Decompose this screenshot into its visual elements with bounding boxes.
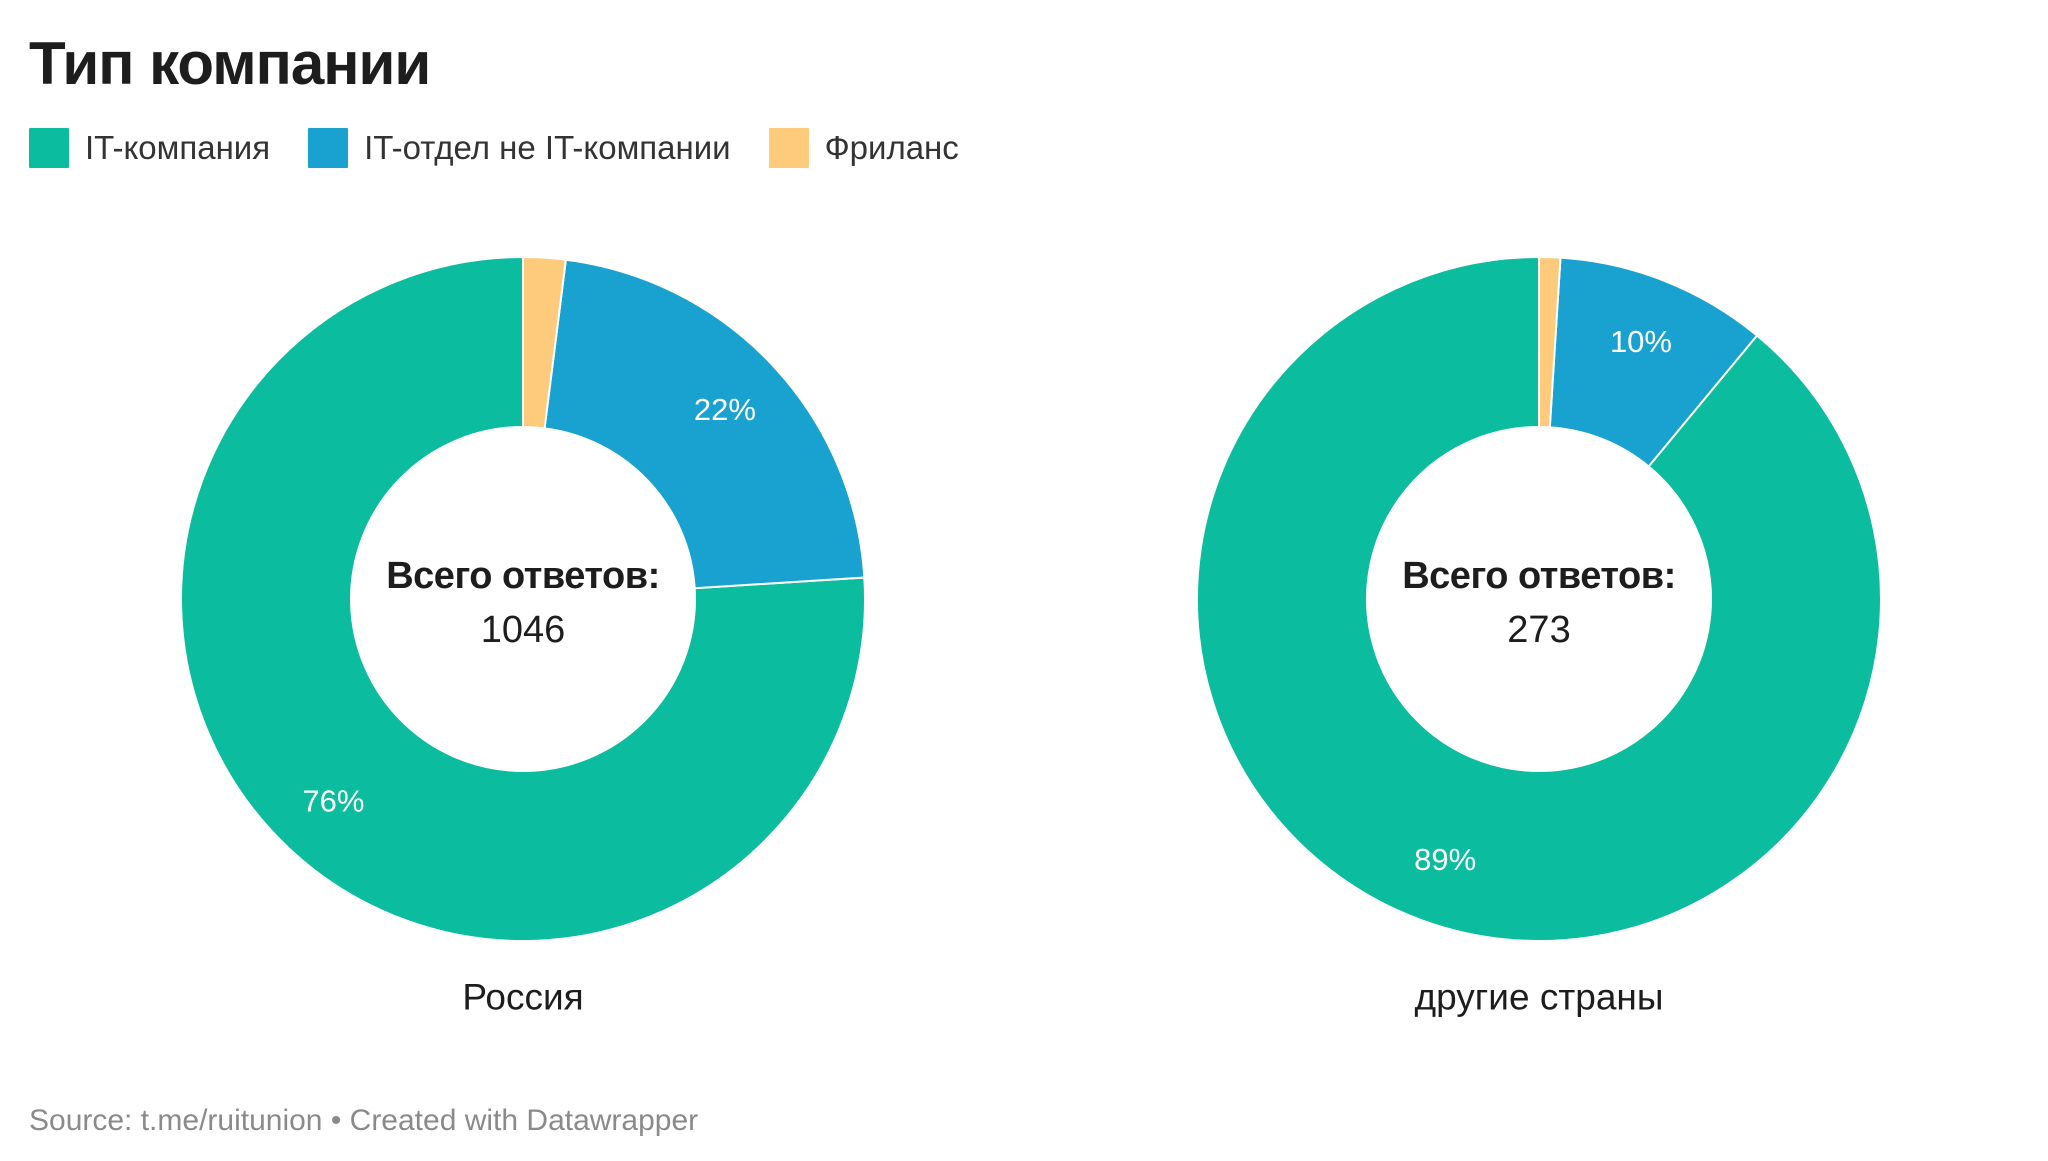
chart-title: Тип компании — [29, 30, 431, 97]
donut-1: 76% 22% Всего ответов: 1046 Россия — [180, 255, 866, 1018]
legend-label-it-department: IT-отдел не IT-компании — [364, 129, 731, 166]
donut-1-slice-it-department — [543, 258, 866, 590]
donut-2-center-label: Всего ответов: — [1402, 555, 1676, 597]
legend-item-it-department: IT-отдел не IT-компании — [308, 128, 731, 168]
donut-2-caption: другие страны — [1415, 977, 1664, 1018]
legend-label-freelance: Фриланс — [824, 129, 959, 166]
donut-2-center-value: 273 — [1507, 609, 1570, 651]
donut-2-slice-label-it-department: 10% — [1610, 324, 1672, 359]
legend: IT-компания IT-отдел не IT-компании Фрил… — [29, 128, 997, 168]
donut-1-slice-label-it-department: 22% — [694, 392, 756, 427]
donut-2-slice-freelance — [1538, 255, 1562, 429]
legend-swatch-it-company — [29, 128, 69, 168]
legend-label-it-company: IT-компания — [85, 129, 271, 166]
footer-source: Source: t.me/ruitunion • Created with Da… — [29, 1104, 699, 1137]
donut-1-slice-label-it-company: 76% — [302, 783, 364, 818]
legend-item-freelance: Фриланс — [768, 128, 959, 168]
donut-2-slice-label-it-company: 89% — [1414, 842, 1476, 877]
legend-item-it-company: IT-компания — [29, 128, 270, 168]
donut-1-slice-it-company — [180, 255, 866, 942]
donut-1-center-value: 1046 — [481, 609, 566, 651]
donut-1-slice-freelance — [522, 255, 567, 430]
donut-2: 89% 10% Всего ответов: 273 другие страны — [1196, 255, 1882, 1018]
donut-2-slice-it-company — [1196, 255, 1882, 942]
donut-1-caption: Россия — [462, 977, 583, 1018]
legend-swatch-freelance — [768, 128, 809, 168]
donut-1-center-label: Всего ответов: — [386, 555, 660, 597]
legend-swatch-it-department — [308, 128, 349, 168]
